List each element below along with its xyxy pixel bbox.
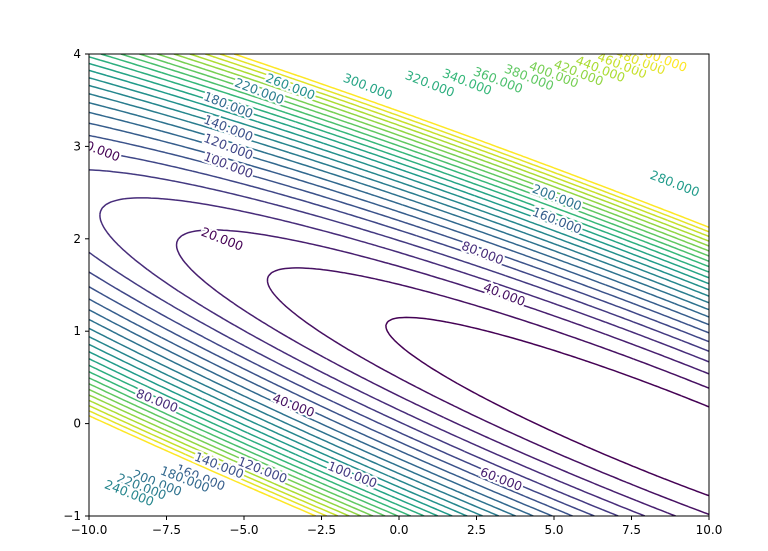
contour-level-120 xyxy=(89,149,709,516)
x-tick-label: 10.0 xyxy=(696,523,723,537)
contour-level-180 xyxy=(89,111,709,516)
y-tick-label: 2 xyxy=(73,232,81,246)
contour-level-280 xyxy=(89,69,709,516)
contour-level-380 xyxy=(89,54,709,516)
contour-level-20 xyxy=(385,316,709,497)
contour-level-60 xyxy=(175,229,709,516)
x-tick-label: −10.0 xyxy=(71,523,108,537)
x-tick-label: 7.5 xyxy=(622,523,641,537)
y-tick-label: 0 xyxy=(73,417,81,431)
contour-level-480 xyxy=(89,54,709,516)
contour-level-40 xyxy=(266,267,709,516)
contour-level-340 xyxy=(89,54,709,516)
y-tick-label: 3 xyxy=(73,139,81,153)
contour-level-240 xyxy=(89,84,709,516)
contour-level-200 xyxy=(89,101,709,516)
x-tick-label: 5.0 xyxy=(544,523,563,537)
contour-level-500 xyxy=(89,54,709,516)
y-tick-label: 4 xyxy=(73,47,81,61)
contour-level-420 xyxy=(89,54,709,516)
contour-level-100 xyxy=(89,169,709,516)
contour-level-160 xyxy=(89,122,709,516)
contour-level-140 xyxy=(89,134,709,516)
contour-lines xyxy=(89,54,709,516)
x-tick-label: 2.5 xyxy=(467,523,486,537)
y-tick-label: −1 xyxy=(63,509,81,523)
contour-level-400 xyxy=(89,54,709,516)
contour-level-220 xyxy=(89,93,709,516)
contour-level-460 xyxy=(89,54,709,516)
x-tick-label: 0.0 xyxy=(389,523,408,537)
x-axis: −10.0 −7.5 −5.0 −2.5 0.0 2.5 5.0 7.5 10.0 xyxy=(71,516,723,537)
y-axis: −1 0 1 2 3 4 xyxy=(63,47,89,523)
contour-level-300 xyxy=(89,62,709,516)
x-tick-label: −2.5 xyxy=(307,523,336,537)
x-tick-label: −5.0 xyxy=(229,523,258,537)
contour-level-80 xyxy=(99,197,709,516)
x-tick-label: −7.5 xyxy=(152,523,181,537)
contour-level-260 xyxy=(89,77,709,516)
contour-level-320 xyxy=(89,56,709,516)
contour-level-440 xyxy=(89,54,709,516)
y-tick-label: 1 xyxy=(73,324,81,338)
contour-level-360 xyxy=(89,54,709,516)
